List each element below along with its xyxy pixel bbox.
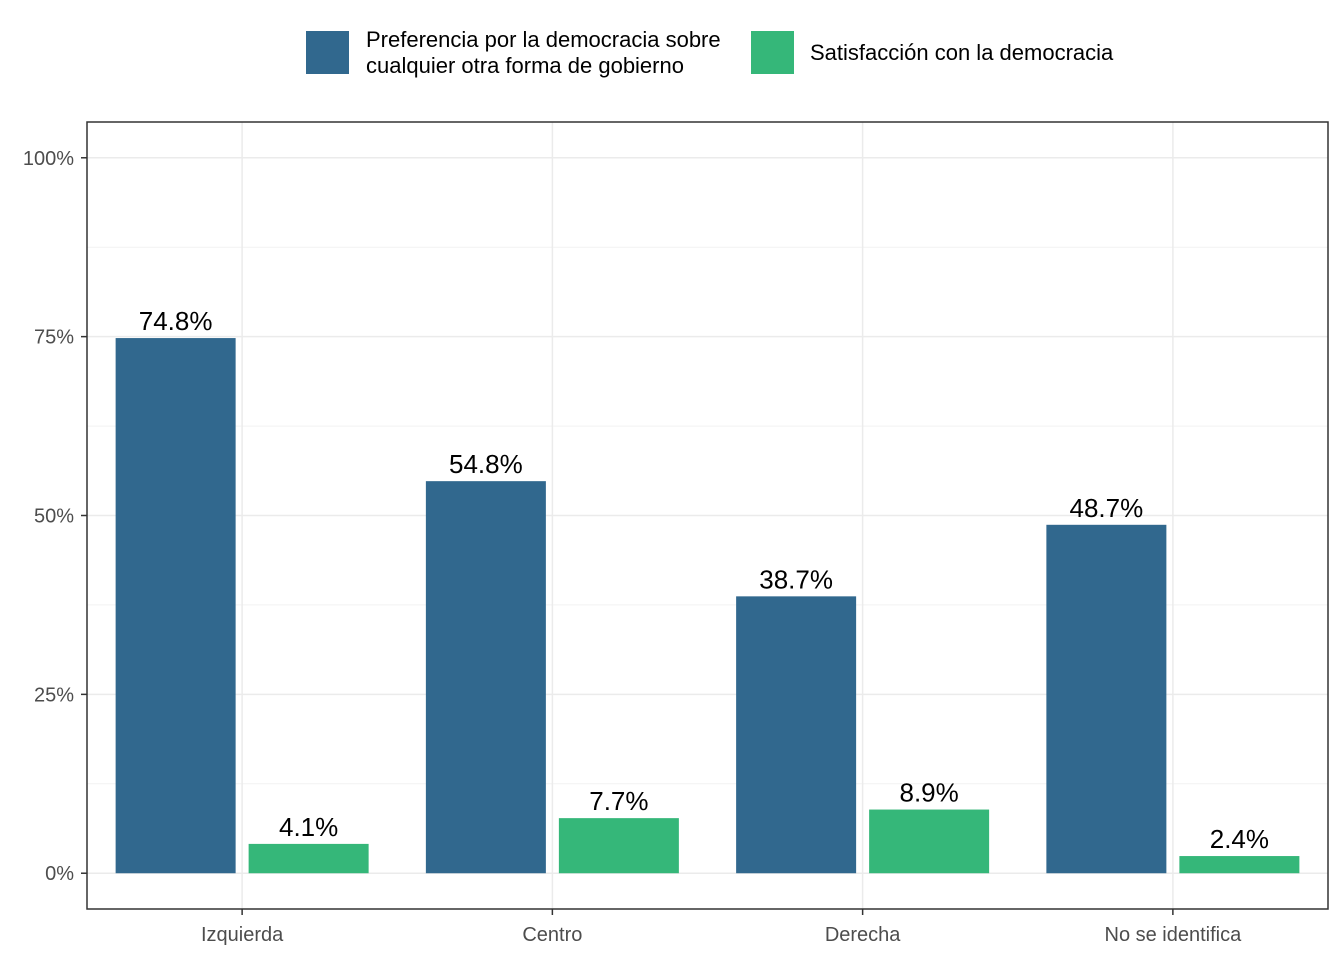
plot-panel: 74.8% 54.8% 38.7% 48.7% 4.1% 7.7% 8.9% 2.4% (86, 121, 1329, 910)
data-label: 8.9% (899, 778, 958, 808)
bar (869, 809, 990, 874)
bar (248, 843, 369, 874)
legend-label: cualquier otra forma de gobierno (366, 53, 684, 78)
legend-key (306, 31, 349, 74)
data-labels: 74.8% 54.8% 38.7% 48.7% 4.1% 7.7% 8.9% 2.4% (139, 306, 1269, 854)
x-tick-label: Centro (522, 924, 582, 946)
bar (1179, 856, 1300, 874)
legend-label: Preferencia por la democracia sobre (366, 27, 721, 52)
data-label: 54.8% (449, 449, 523, 479)
data-label: 4.1% (279, 812, 338, 842)
gridlines (87, 122, 1328, 909)
y-tick-label: 0% (45, 863, 74, 885)
data-label: 74.8% (139, 306, 213, 336)
x-axis: Izquierda Centro Derecha No se identifica (201, 909, 1242, 946)
y-tick-label: 25% (34, 684, 74, 706)
data-label: 2.4% (1210, 824, 1269, 854)
data-label: 7.7% (589, 786, 648, 816)
legend-label: Satisfacción con la democracia (810, 40, 1114, 65)
bar (425, 481, 546, 874)
x-tick-label: Derecha (825, 924, 901, 946)
data-label: 38.7% (759, 564, 833, 594)
x-tick-label: No se identifica (1105, 924, 1243, 946)
y-tick-label: 50% (34, 506, 74, 528)
x-tick-label: Izquierda (201, 924, 284, 946)
bar (736, 596, 857, 874)
legend: Preferencia por la democracia sobrecualq… (306, 27, 1114, 78)
y-tick-label: 75% (34, 327, 74, 349)
data-label: 48.7% (1070, 493, 1144, 523)
legend-key (751, 31, 794, 74)
y-tick-label: 100% (23, 148, 74, 170)
bar (115, 338, 236, 874)
bars (115, 338, 1300, 874)
bar (1046, 524, 1167, 874)
bar (558, 818, 679, 874)
y-axis: 0% 25% 50% 75% 100% (23, 148, 87, 885)
